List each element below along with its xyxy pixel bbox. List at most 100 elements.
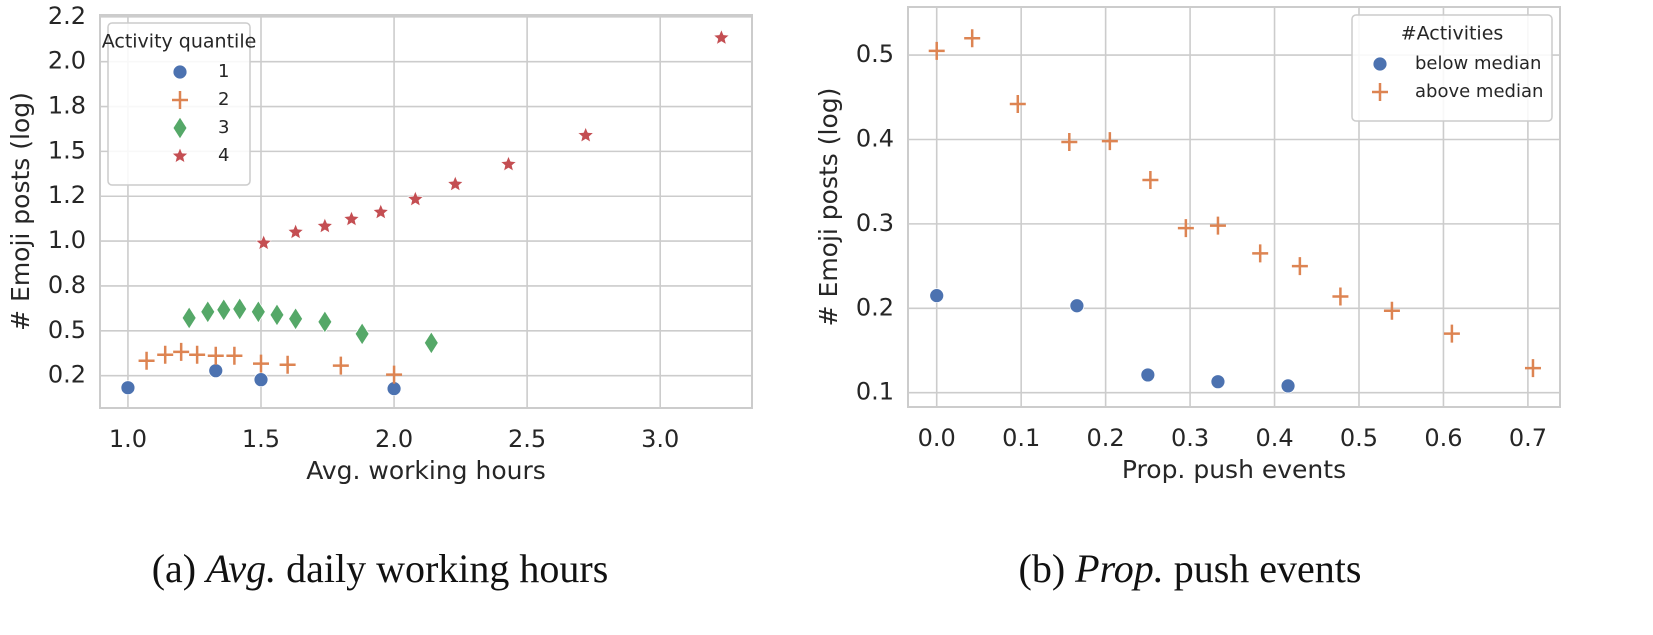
point — [423, 331, 439, 355]
y-tick-label: 1.8 — [48, 92, 86, 120]
point — [253, 354, 270, 373]
y-axis-label: # Emoji posts (log) — [814, 88, 843, 327]
point — [216, 298, 232, 322]
y-tick-label: 2.2 — [48, 2, 86, 30]
legend-marker — [172, 116, 188, 140]
point — [1069, 298, 1085, 314]
point — [354, 322, 370, 346]
point — [157, 345, 174, 364]
x-tick-label: 3.0 — [641, 425, 679, 453]
x-tick-label: 0.3 — [1171, 424, 1209, 452]
point — [1101, 132, 1118, 151]
point — [1142, 170, 1159, 189]
point — [120, 380, 136, 396]
legend-marker — [172, 91, 188, 109]
legend-label: 2 — [218, 89, 229, 110]
point — [317, 310, 333, 334]
point — [288, 307, 304, 331]
caption-emphasis: Prop. — [1075, 546, 1164, 591]
y-tick-label: 1.2 — [48, 181, 86, 209]
legend-label: above median — [1415, 81, 1543, 102]
legend-label: 3 — [218, 117, 229, 138]
y-tick-label: 1.5 — [48, 136, 86, 164]
point — [1383, 301, 1400, 320]
point — [138, 351, 155, 370]
x-tick-label: 0.5 — [1340, 424, 1378, 452]
plot-frame — [907, 6, 1561, 408]
point — [269, 303, 285, 327]
x-tick-label: 2.0 — [375, 425, 413, 453]
point — [407, 190, 424, 207]
point — [447, 175, 464, 192]
x-tick-label: 1.0 — [109, 425, 147, 453]
point — [386, 365, 403, 384]
point — [255, 234, 272, 251]
plot-frame — [99, 14, 753, 409]
legend-marker — [171, 147, 189, 163]
charts: 1.0 1.5 2.0 2.5 3.0 0.2 0.5 0.8 1.0 1.2 1.5 1.8 2.0 2… — [6, 2, 1561, 485]
caption: (b) Prop. push events — [810, 545, 1570, 592]
caption-emphasis: Avg. — [206, 546, 277, 591]
point — [1332, 287, 1349, 306]
point — [200, 300, 216, 324]
point — [1252, 244, 1269, 263]
point — [1009, 95, 1026, 114]
caption-text: push events — [1173, 546, 1362, 591]
point — [1443, 324, 1460, 343]
y-tick-label: 0.5 — [48, 316, 86, 344]
point — [929, 288, 945, 304]
point — [386, 381, 402, 397]
legend-label: 1 — [218, 61, 229, 82]
point — [250, 300, 266, 324]
point — [226, 346, 243, 365]
point — [1280, 378, 1296, 394]
x-axis-label: Avg. working hours — [306, 456, 546, 485]
point — [500, 155, 517, 172]
y-tick-label: 0.5 — [856, 40, 894, 68]
x-tick-label: 0.7 — [1509, 424, 1547, 452]
caption-label: (b) — [1018, 546, 1066, 591]
point — [1524, 359, 1541, 378]
point — [713, 29, 730, 45]
caption: (a) Avg. daily working hours — [0, 545, 760, 592]
point — [577, 126, 594, 143]
point — [372, 203, 389, 220]
legend-marker — [1372, 56, 1388, 72]
y-tick-label: 0.8 — [48, 271, 86, 299]
legend-label: 4 — [218, 145, 229, 166]
point — [1140, 367, 1156, 383]
point — [287, 223, 304, 240]
y-tick-label: 1.0 — [48, 226, 86, 254]
x-tick-label: 1.5 — [242, 425, 280, 453]
y-tick-label: 0.2 — [48, 361, 86, 389]
y-tick-label: 2.0 — [48, 47, 86, 75]
legend-marker — [172, 64, 188, 80]
x-tick-label: 0.0 — [918, 424, 956, 452]
legend-label: below median — [1415, 53, 1541, 74]
point — [181, 306, 197, 330]
point — [189, 345, 206, 364]
point — [1209, 216, 1226, 235]
x-axis-label: Prop. push events — [1122, 455, 1346, 484]
y-tick-label: 0.2 — [856, 293, 894, 321]
point — [1210, 374, 1226, 390]
x-tick-label: 0.1 — [1002, 424, 1040, 452]
point — [332, 356, 349, 375]
point — [964, 29, 981, 48]
legend-box — [1351, 14, 1553, 122]
x-tick-label: 0.4 — [1255, 424, 1293, 452]
x-tick-label: 0.2 — [1087, 424, 1125, 452]
caption-label: (a) — [151, 546, 197, 591]
point — [208, 363, 224, 379]
legend-title: Activity quantile — [102, 31, 257, 53]
point — [343, 210, 360, 227]
point — [1177, 219, 1194, 238]
point — [279, 355, 296, 374]
y-axis-label: # Emoji posts (log) — [6, 92, 35, 331]
legend-title: #Activities — [1401, 23, 1504, 45]
y-tick-label: 0.3 — [856, 209, 894, 237]
point — [207, 346, 224, 365]
point — [1291, 257, 1308, 276]
x-tick-label: 2.5 — [508, 425, 546, 453]
